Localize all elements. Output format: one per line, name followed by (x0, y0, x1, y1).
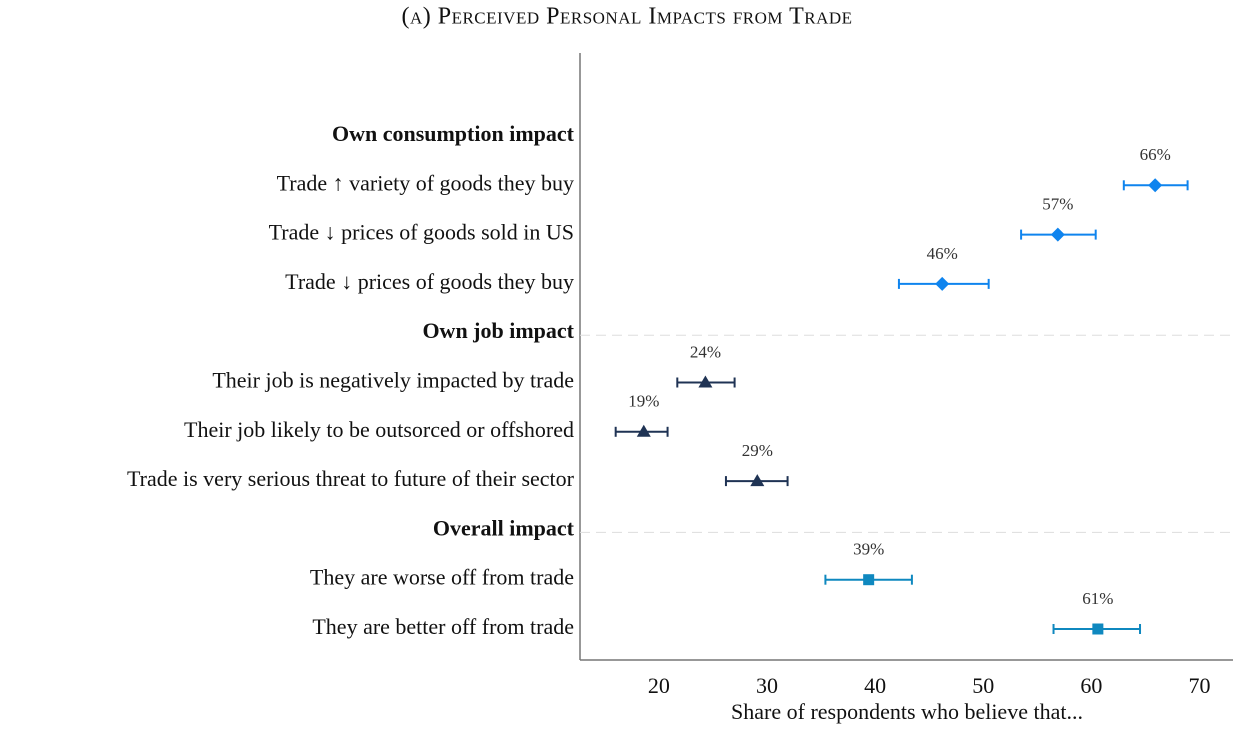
marker (636, 424, 651, 437)
row-label: Trade ↓ prices of goods sold in US (269, 220, 574, 245)
group-header: Own job impact (422, 318, 574, 343)
value-label: 39% (853, 540, 884, 559)
value-label: 66% (1140, 145, 1171, 164)
marker (698, 375, 713, 388)
chart-title: (a) Perceived Personal Impacts from Trad… (401, 4, 852, 30)
row-label: Trade is very serious threat to future o… (127, 466, 575, 491)
row-label: Their job is negatively impacted by trad… (212, 368, 574, 393)
x-tick-label: 40 (864, 673, 886, 698)
marker (863, 574, 875, 586)
marker (750, 474, 765, 487)
row-label: They are better off from trade (312, 614, 574, 639)
marker (1092, 623, 1104, 635)
x-axis-label: Share of respondents who believe that... (731, 699, 1083, 724)
group-header: Overall impact (433, 515, 575, 540)
value-label: 61% (1082, 589, 1113, 608)
x-tick-label: 60 (1080, 673, 1102, 698)
marker (935, 276, 950, 291)
x-tick-label: 20 (648, 673, 670, 698)
x-tick-label: 50 (972, 673, 994, 698)
group-header: Own consumption impact (332, 121, 575, 146)
x-tick-label: 70 (1188, 673, 1210, 698)
value-label: 19% (628, 392, 659, 411)
value-label: 46% (927, 244, 958, 263)
row-label: Trade ↑ variety of goods they buy (277, 170, 574, 195)
row-label: Trade ↓ prices of goods they buy (285, 269, 574, 294)
value-label: 24% (690, 342, 721, 361)
row-label: Their job likely to be outsorced or offs… (184, 417, 574, 442)
value-label: 29% (742, 441, 773, 460)
x-tick-label: 30 (756, 673, 778, 698)
row-label: They are worse off from trade (310, 565, 574, 590)
marker (1050, 227, 1065, 242)
value-label: 57% (1042, 195, 1073, 214)
marker (1148, 178, 1163, 193)
